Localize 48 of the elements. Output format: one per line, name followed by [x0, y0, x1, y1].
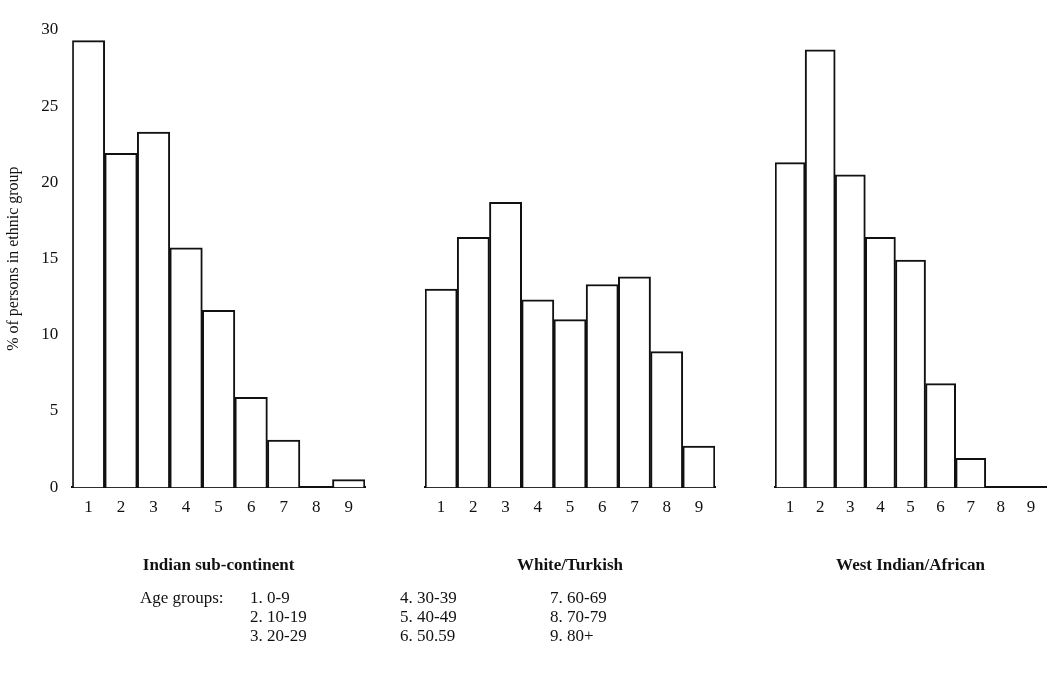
- y-tick-label: 20: [41, 171, 59, 191]
- x-tick-label: 2: [815, 496, 825, 516]
- x-tick-label: 3: [149, 496, 158, 516]
- x-tick-label: 2: [469, 496, 478, 516]
- x-axis-title: Indian sub-continent: [142, 555, 295, 575]
- x-tick-label: 9: [1026, 496, 1036, 516]
- x-tick-label: 7: [966, 496, 976, 516]
- x-tick-label: 4: [533, 496, 543, 516]
- text: 9. 80+: [550, 626, 595, 645]
- text: 7. 60-69: [550, 588, 608, 607]
- x-tick-label: 6: [936, 496, 945, 516]
- y-tick-label: 25: [41, 95, 59, 115]
- text: Age groups:: [140, 588, 225, 609]
- y-tick-label: 10: [41, 324, 59, 344]
- x-tick-label: 4: [181, 496, 191, 516]
- x-tick-label: 8: [662, 496, 671, 516]
- x-tick-label: 7: [279, 496, 289, 516]
- x-tick-label: 1: [436, 496, 446, 516]
- x-tick-label: 6: [597, 496, 607, 516]
- y-tick-label: 30: [41, 19, 59, 39]
- x-tick-label: 8: [311, 496, 321, 516]
- x-tick-label: 1: [785, 496, 795, 516]
- x-tick-label: 5: [214, 496, 223, 516]
- x-tick-label: 4: [876, 496, 886, 516]
- x-tick-label: 5: [906, 496, 915, 516]
- x-tick-label: 1: [84, 496, 93, 516]
- y-tick-label: 5: [49, 400, 59, 420]
- text: 6. 50.59: [400, 626, 457, 645]
- x-tick-label: 8: [996, 496, 1006, 516]
- x-tick-label: 2: [116, 496, 126, 516]
- x-tick-label: 3: [846, 496, 855, 516]
- y-tick-label: 15: [41, 248, 59, 268]
- x-tick-label: 9: [344, 496, 353, 516]
- x-tick-label: 9: [694, 496, 704, 516]
- text: 5. 40-49: [400, 607, 458, 626]
- x-tick-label: 5: [565, 496, 575, 516]
- text: 3. 20-29: [250, 626, 308, 645]
- y-tick-label: 0: [49, 476, 59, 496]
- text: 4. 30-39: [400, 588, 458, 607]
- text: 1. 0-9: [250, 588, 291, 607]
- x-tick-label: 7: [630, 496, 640, 516]
- x-tick-label: 3: [501, 496, 510, 516]
- text: 2. 10-19: [250, 607, 308, 626]
- text: 8. 70-79: [550, 607, 608, 626]
- x-tick-label: 6: [246, 496, 256, 516]
- y-axis-title: % of persons in ethnic group: [3, 166, 22, 351]
- x-axis-title: West Indian/African: [836, 555, 986, 575]
- x-axis-title: White/Turkish: [516, 555, 624, 575]
